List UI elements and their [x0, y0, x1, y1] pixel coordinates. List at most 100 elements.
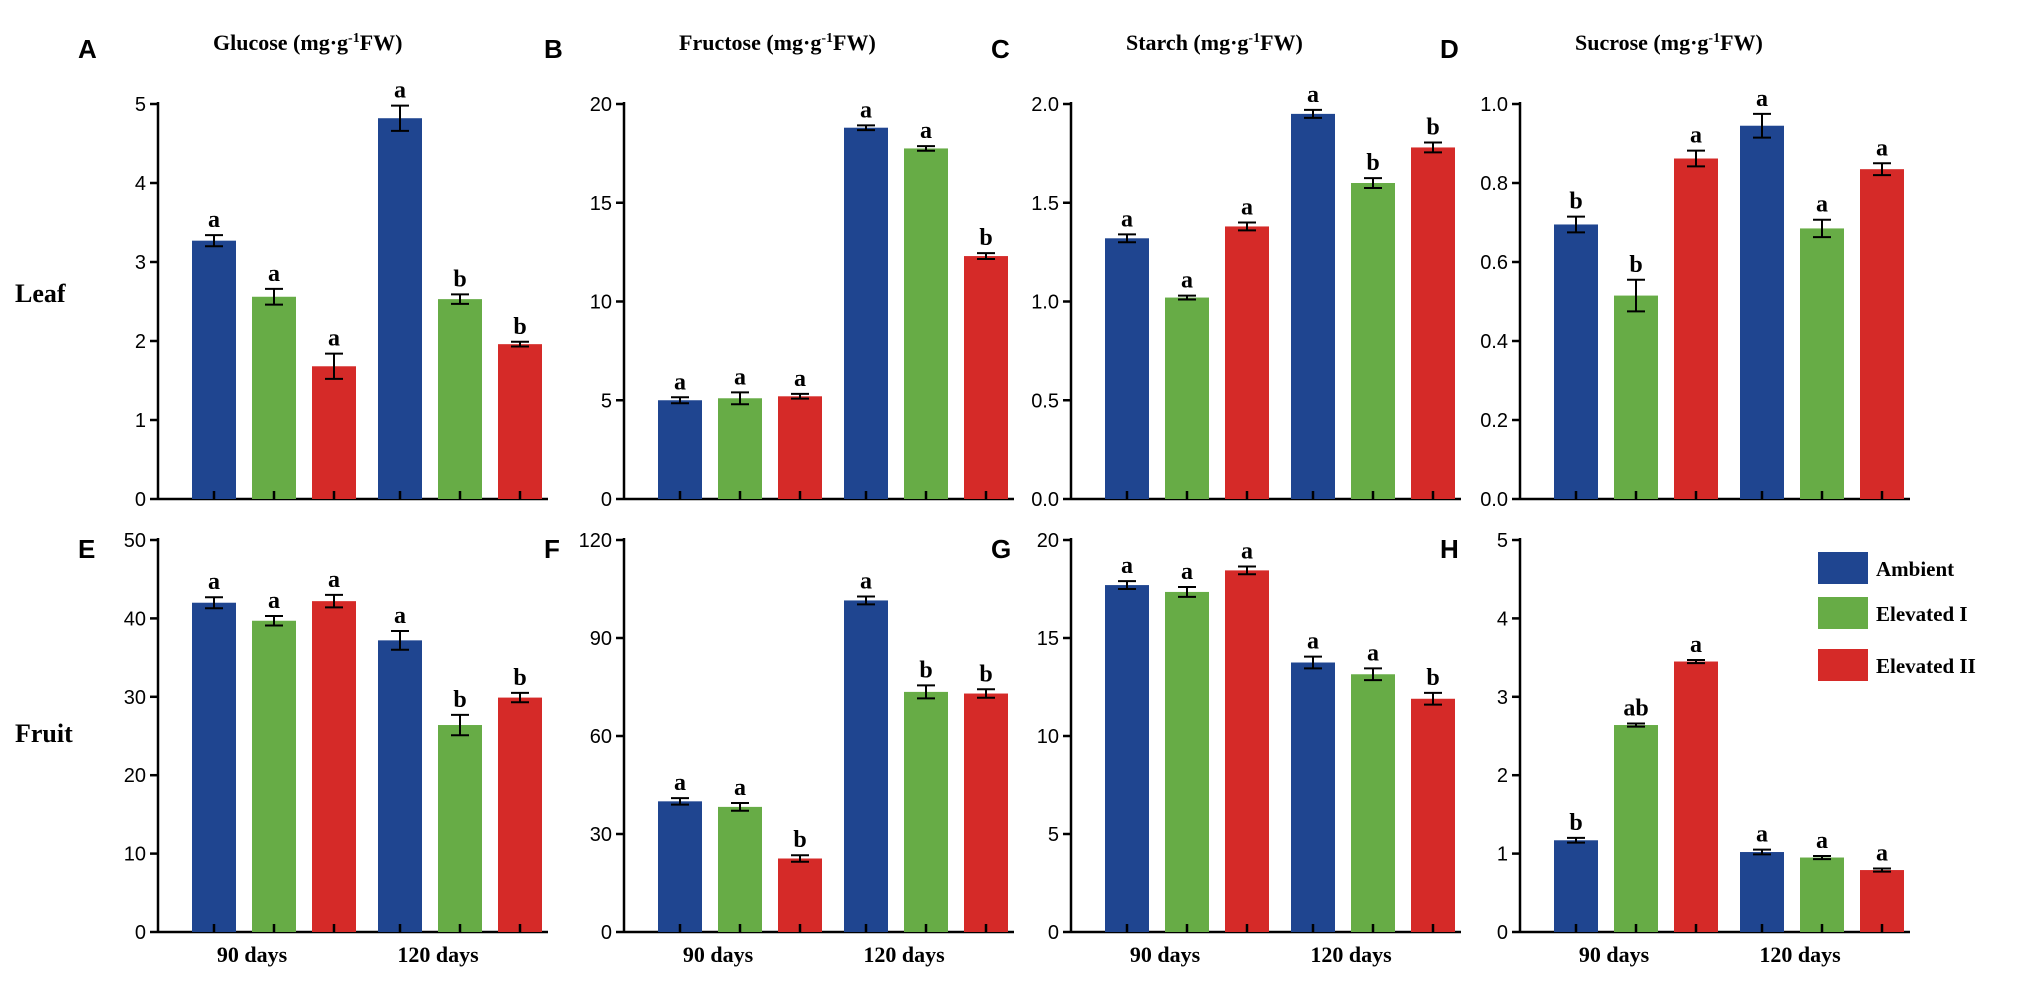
y-tick-label: 15 — [1037, 628, 1059, 650]
significance-letter: b — [979, 661, 992, 687]
bar-ambient-120-days — [1291, 113, 1335, 499]
y-tick-label: 0.2 — [1480, 410, 1508, 432]
bar-ambient-90-days — [192, 602, 236, 932]
y-tick-label: 0.4 — [1480, 331, 1508, 353]
x-category-label: 90 days — [1579, 942, 1650, 967]
significance-letter: b — [513, 314, 526, 340]
bar-ambient-120-days — [1291, 662, 1335, 932]
bar-elevated-ii-90-days — [312, 366, 356, 499]
x-category-label: 120 days — [1310, 942, 1392, 967]
bar-elevated-i-120-days — [438, 299, 482, 499]
significance-letter: a — [794, 366, 806, 392]
y-tick-label: 90 — [590, 628, 612, 650]
significance-letter: a — [920, 118, 932, 144]
y-tick-label: 5 — [1497, 530, 1508, 552]
x-category-label: 90 days — [683, 942, 754, 967]
panel-letter: C — [991, 34, 1010, 64]
row-label-fruit: Fruit — [15, 719, 73, 748]
bar-elevated-ii-120-days — [498, 697, 542, 932]
significance-letter: a — [328, 567, 340, 593]
panel-letter: D — [1440, 34, 1459, 64]
bar-elevated-ii-120-days — [1860, 169, 1904, 500]
y-tick-label: 20 — [124, 765, 146, 787]
y-tick-label: 0 — [135, 489, 146, 511]
chart-panel-d: D Sucrose (mg·g-1FW) 0.0 0.2 0.4 0.6 0.8 1.0 b a b… — [1440, 30, 1910, 511]
y-tick-label: 15 — [590, 193, 612, 215]
bar-elevated-i-90-days — [1165, 297, 1209, 499]
significance-letter: b — [919, 657, 932, 683]
bar-elevated-i-90-days — [1614, 725, 1658, 932]
bar-ambient-120-days — [844, 600, 888, 932]
panel-letter: A — [78, 34, 97, 64]
significance-letter: b — [513, 665, 526, 691]
significance-letter: a — [1241, 538, 1253, 564]
bar-elevated-ii-120-days — [1860, 870, 1904, 932]
bar-ambient-120-days — [844, 127, 888, 499]
y-tick-label: 0.8 — [1480, 173, 1508, 195]
y-tick-label: 0 — [1048, 922, 1059, 944]
bar-elevated-ii-120-days — [964, 256, 1008, 499]
y-tick-label: 120 — [579, 530, 612, 552]
y-tick-label: 10 — [1037, 726, 1059, 748]
y-tick-label: 0 — [601, 922, 612, 944]
significance-letter: a — [394, 78, 406, 104]
y-tick-label: 20 — [590, 94, 612, 116]
bar-ambient-120-days — [378, 118, 422, 499]
significance-letter: b — [1366, 150, 1379, 176]
bar-elevated-i-90-days — [1614, 295, 1658, 499]
significance-letter: ab — [1623, 695, 1648, 721]
bar-elevated-i-120-days — [438, 725, 482, 932]
significance-letter: a — [394, 603, 406, 629]
bar-ambient-90-days — [1105, 585, 1149, 932]
panel-letter: H — [1440, 534, 1459, 564]
significance-letter: a — [1307, 629, 1319, 655]
significance-letter: a — [860, 97, 872, 123]
bar-ambient-90-days — [658, 801, 702, 932]
bar-elevated-i-90-days — [718, 398, 762, 499]
chart-panel-a: A Glucose (mg·g-1FW) 0 1 2 3 4 5 a a a b a b — [78, 30, 548, 511]
bar-elevated-ii-120-days — [964, 693, 1008, 932]
bar-elevated-ii-90-days — [778, 858, 822, 932]
significance-letter: a — [1241, 195, 1253, 221]
significance-letter: a — [1816, 828, 1828, 854]
significance-letter: b — [793, 827, 806, 853]
y-tick-label: 40 — [124, 608, 146, 630]
significance-letter: a — [268, 588, 280, 614]
y-tick-label: 50 — [124, 530, 146, 552]
y-tick-label: 4 — [1497, 608, 1508, 630]
significance-letter: a — [268, 261, 280, 287]
y-tick-label: 2 — [135, 331, 146, 353]
chart-panel-b: B Fructose (mg·g-1FW) 0 5 10 15 20 a a a a a b — [544, 30, 1014, 511]
chart-panel-f: F 0 30 60 90 120 90 days 120 days a a a b b b — [544, 530, 1014, 967]
bar-ambient-90-days — [192, 240, 236, 500]
legend: Ambient Elevated I Elevated II — [1818, 552, 1976, 681]
bar-elevated-i-90-days — [718, 806, 762, 932]
bar-ambient-120-days — [1740, 125, 1784, 499]
y-tick-label: 3 — [135, 252, 146, 274]
y-tick-label: 1.0 — [1031, 292, 1059, 314]
y-tick-label: 0 — [601, 489, 612, 511]
bar-elevated-ii-90-days — [778, 396, 822, 499]
significance-letter: a — [674, 369, 686, 395]
significance-letter: b — [1426, 115, 1439, 141]
significance-letter: b — [453, 687, 466, 713]
significance-letter: a — [1367, 640, 1379, 666]
panel-letter: B — [544, 34, 563, 64]
y-tick-label: 0.5 — [1031, 390, 1059, 412]
bar-elevated-i-90-days — [252, 296, 296, 499]
bar-ambient-90-days — [1554, 840, 1598, 932]
bar-elevated-ii-120-days — [1411, 698, 1455, 932]
row-label-leaf: Leaf — [15, 279, 66, 308]
panel-title: Sucrose (mg·g-1FW) — [1575, 30, 1763, 55]
y-tick-label: 30 — [590, 824, 612, 846]
x-category-label: 90 days — [1130, 942, 1201, 967]
bar-elevated-ii-90-days — [1674, 661, 1718, 932]
y-tick-label: 10 — [590, 292, 612, 314]
panel-letter: E — [78, 534, 95, 564]
y-tick-label: 5 — [135, 94, 146, 116]
x-category-label: 120 days — [397, 942, 479, 967]
y-tick-label: 5 — [601, 390, 612, 412]
chart-panel-g: G 0 5 10 15 20 90 days 120 days a a a a a b — [991, 530, 1461, 967]
y-tick-label: 2.0 — [1031, 94, 1059, 116]
y-tick-label: 4 — [135, 173, 146, 195]
